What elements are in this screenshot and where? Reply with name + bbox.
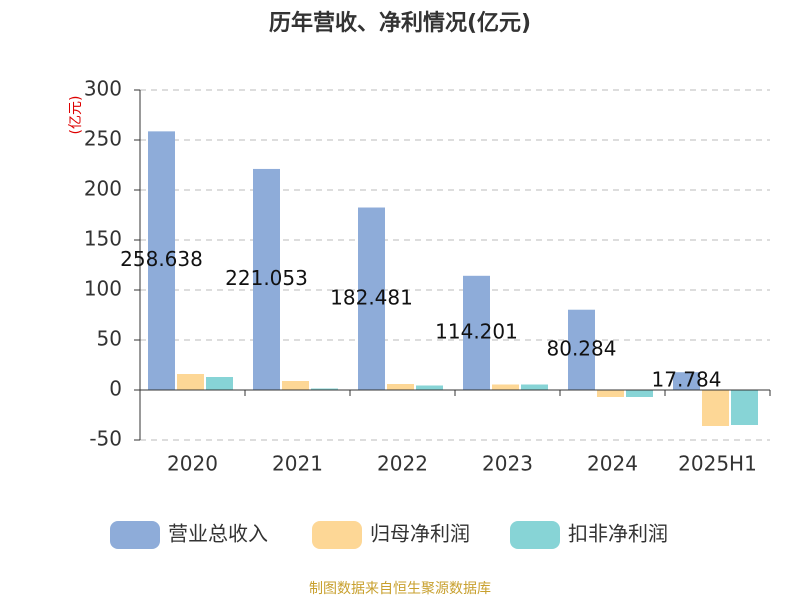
bar [282,381,309,390]
data-label: 17.784 [652,368,722,392]
bar [416,385,443,390]
y-tick-label: 50 [97,327,122,351]
bar [568,309,595,390]
y-tick-label: 300 [84,77,122,101]
legend-swatch [312,521,362,549]
y-tick-label: 100 [84,277,122,301]
bar [521,384,548,390]
bar [387,384,414,390]
legend-label: 归母净利润 [370,522,470,546]
y-tick-label: 250 [84,127,122,151]
bar [626,390,653,397]
y-tick-label: -50 [89,427,122,451]
data-label: 114.201 [435,319,518,343]
data-label: 221.053 [225,266,308,290]
bar [463,275,490,390]
legend-label: 营业总收入 [168,522,268,546]
data-label: 80.284 [547,336,617,360]
bar [731,390,758,425]
y-tick-label: 0 [109,377,122,401]
x-tick-label: 2024 [587,452,638,476]
bar [177,374,204,390]
bar [673,372,700,390]
bar [206,377,233,390]
y-tick-label: 200 [84,177,122,201]
x-tick-label: 2022 [377,452,428,476]
x-tick-label: 2021 [272,452,323,476]
bar [597,390,624,397]
bar [702,390,729,426]
legend-swatch [110,521,160,549]
x-tick-label: 2023 [482,452,533,476]
bar [311,388,338,390]
legend-swatch [510,521,560,549]
x-tick-label: 2025H1 [678,452,757,476]
data-label: 258.638 [120,247,203,271]
source-note: 制图数据来自恒生聚源数据库 [309,581,491,597]
y-axis-label: (亿元) [68,96,84,135]
data-label: 182.481 [330,285,413,309]
bar [358,207,385,390]
bar [492,384,519,390]
x-tick-label: 2020 [167,452,218,476]
y-tick-label: 150 [84,227,122,251]
legend-label: 扣非净利润 [568,522,668,546]
chart-title: 历年营收、净利情况(亿元) [269,10,531,36]
bar [253,168,280,390]
bar [148,131,175,390]
